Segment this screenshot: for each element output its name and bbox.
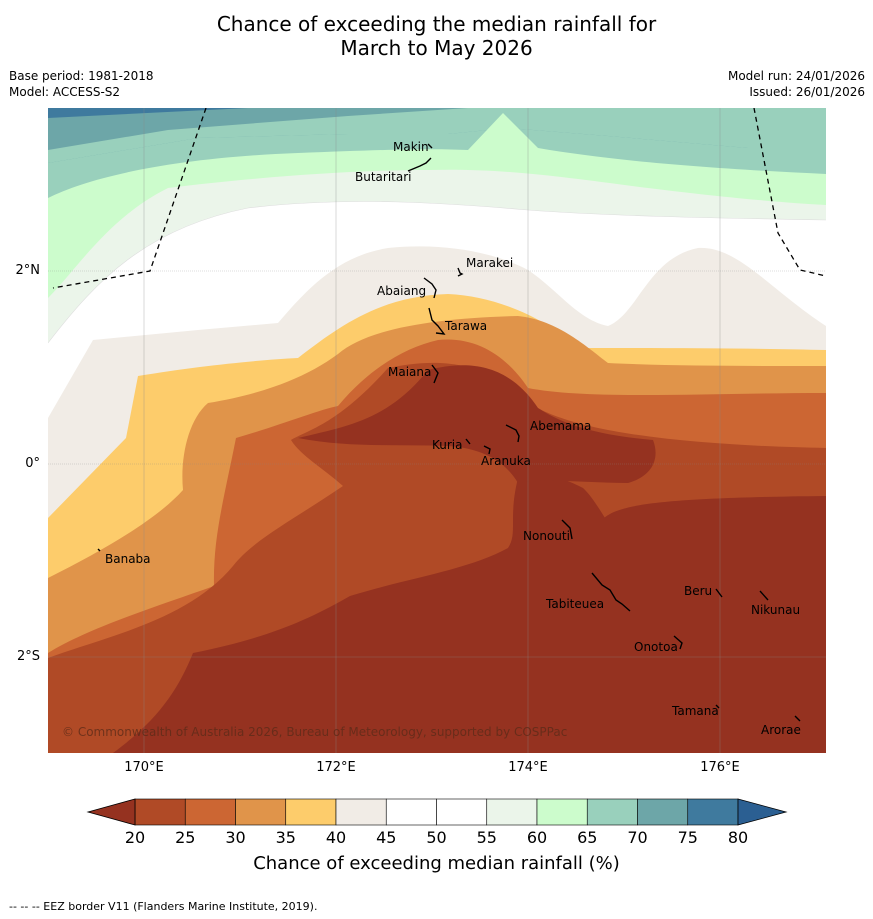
place-label: Nonouti	[523, 529, 570, 543]
graticule	[48, 108, 826, 753]
island-nikunau	[759, 590, 769, 601]
place-label: Kuria	[432, 438, 463, 452]
colorbar-segment	[335, 798, 387, 826]
colorbar-segments	[134, 798, 739, 826]
title-line-1: Chance of exceeding the median rainfall …	[216, 12, 657, 36]
contour-white-1	[48, 201, 826, 344]
colorbar-segment	[235, 798, 287, 826]
colorbar-segment	[586, 798, 638, 826]
colorbar-segment	[436, 798, 488, 826]
eez-footnote: -- -- -- EEZ border V11 (Flanders Marine…	[9, 900, 318, 913]
colorbar-segment	[687, 798, 739, 826]
copyright-notice: © Commonwealth of Australia 2026, Bureau…	[62, 725, 568, 739]
colorbar	[86, 798, 788, 826]
island-banaba	[97, 548, 101, 552]
meta-left: Base period: 1981-2018 Model: ACCESS-S2	[9, 68, 154, 100]
island-maiana	[431, 364, 439, 384]
place-label: Beru	[684, 584, 713, 598]
colorbar-segment	[637, 798, 689, 826]
model-name: Model: ACCESS-S2	[9, 85, 121, 99]
lat-label-0: 0°	[25, 456, 40, 471]
place-label: Marakei	[466, 256, 514, 270]
eez-border	[52, 108, 826, 289]
colorbar-tick-label: 20	[124, 828, 146, 847]
island-butaritari	[407, 157, 432, 172]
place-label: Abaiang	[377, 284, 427, 298]
place-label: Butaritari	[355, 170, 412, 184]
colorbar-tick-label: 65	[577, 828, 598, 847]
colorbar-tick-label: 45	[376, 828, 397, 847]
colorbar-segment	[285, 798, 337, 826]
title-line-2: March to May 2026	[340, 36, 533, 60]
lon-label-170e: 170°E	[124, 760, 164, 775]
band-below-20-b	[298, 365, 656, 483]
island-nonouti	[561, 519, 573, 540]
place-label: Tarawa	[445, 319, 488, 333]
place-label: Tabiteuea	[546, 597, 605, 611]
place-label: Makin	[393, 140, 429, 154]
place-label: Nikunau	[751, 603, 801, 617]
place-label: Maiana	[388, 365, 432, 379]
colorbar-label: Chance of exceeding median rainfall (%)	[253, 853, 620, 874]
islands	[97, 143, 801, 722]
colorbar-segment	[486, 798, 538, 826]
place-label: Arorae	[761, 723, 801, 737]
map-svg	[48, 108, 826, 753]
lon-label-174e: 174°E	[508, 760, 548, 775]
island-onotoa	[673, 635, 683, 650]
colorbar-tick-label: 40	[325, 828, 347, 847]
island-makin	[427, 143, 433, 149]
island-abaiang	[423, 277, 437, 299]
colorbar-segment	[184, 798, 236, 826]
chart-title: Chance of exceeding the median rainfall …	[0, 12, 873, 60]
lon-label-176e: 176°E	[700, 760, 740, 775]
colorbar-segment	[134, 798, 186, 826]
island-marakei	[457, 267, 464, 277]
band-below-20	[113, 474, 826, 753]
colorbar-tick-label: 75	[677, 828, 698, 847]
colorbar-over-arrow	[737, 798, 788, 826]
issued-date: Issued: 26/01/2026	[749, 85, 865, 99]
colorbar-under-arrow	[86, 798, 136, 826]
island-tabiteuea	[591, 572, 631, 612]
colorbar-tick-label: 55	[476, 828, 497, 847]
model-run: Model run: 24/01/2026	[727, 69, 865, 83]
colorbar-tick-label: 35	[275, 828, 296, 847]
colorbar-tick-label: 60	[526, 828, 548, 847]
base-period: Base period: 1981-2018	[9, 69, 154, 83]
island-aranuka	[483, 445, 491, 455]
place-label: Tamana	[672, 704, 719, 718]
colorbar-tick-label: 50	[426, 828, 447, 847]
island-beru	[715, 588, 723, 598]
colorbar-segment	[536, 798, 588, 826]
place-label: Onotoa	[634, 640, 678, 654]
island-tamana	[715, 704, 720, 709]
lat-label-2s: 2°S	[16, 649, 40, 664]
place-label: Banaba	[105, 552, 151, 566]
place-label: Abemama	[530, 419, 592, 433]
island-abemama	[505, 424, 520, 443]
rainfall-map	[48, 108, 826, 753]
island-arorae	[794, 715, 801, 722]
island-kuria	[465, 438, 471, 445]
colorbar-tick-label: 30	[225, 828, 246, 847]
island-tarawa	[428, 307, 446, 335]
lat-label-2n: 2°N	[15, 263, 41, 278]
colorbar-tick-label: 70	[627, 828, 648, 847]
colorbar-tick-label: 25	[175, 828, 196, 847]
colorbar-segment	[385, 798, 437, 826]
place-label: Aranuka	[481, 454, 531, 468]
colorbar-tick-label: 80	[727, 828, 749, 847]
lon-label-172e: 172°E	[316, 760, 356, 775]
meta-right: Model run: 24/01/2026 Issued: 26/01/2026	[728, 68, 865, 100]
